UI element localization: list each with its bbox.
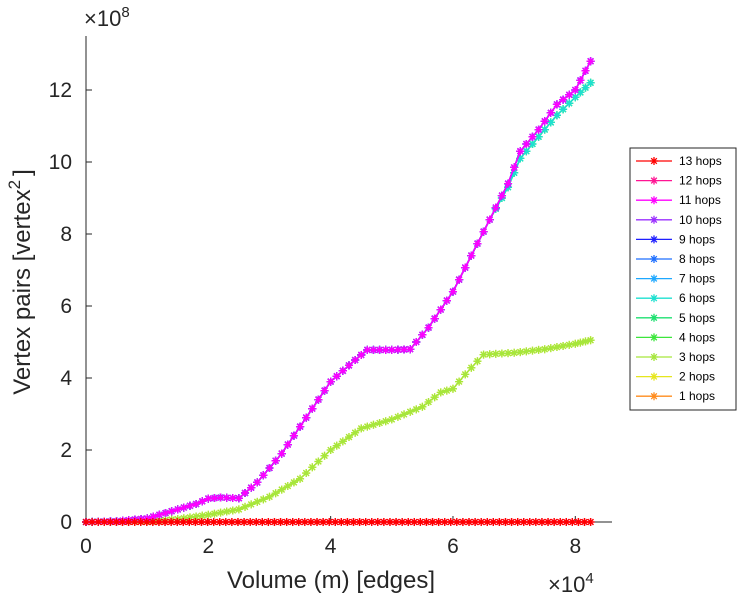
y-tick-label: 10	[49, 151, 72, 174]
legend-marker	[650, 333, 658, 342]
legend-label: 12 hops	[679, 174, 722, 188]
legend-entry: 7 hops	[636, 272, 715, 286]
legend-label: 1 hops	[679, 389, 715, 403]
legend-label: 9 hops	[679, 232, 715, 246]
legend-entry: 13 hops	[636, 154, 722, 168]
x-tick-label: 2	[202, 535, 214, 558]
y-tick-label: 6	[60, 295, 72, 318]
series-13-hops	[82, 518, 595, 526]
legend-label: 6 hops	[679, 291, 715, 305]
legend-entry: 6 hops	[636, 291, 715, 305]
series-markers	[82, 518, 595, 526]
legend-label: 10 hops	[679, 213, 722, 227]
legend-marker	[650, 274, 658, 283]
y-tick-label: 2	[60, 439, 72, 462]
x-axis-multiplier: ×104	[548, 570, 594, 597]
y-tick-label: 12	[49, 79, 72, 102]
legend-label: 8 hops	[679, 252, 715, 266]
legend-entry: 9 hops	[636, 232, 715, 246]
y-tick-label: 4	[60, 367, 72, 390]
y-tick-label: 0	[60, 511, 72, 534]
legend-label: 7 hops	[679, 272, 715, 286]
legend-entry: 10 hops	[636, 213, 722, 227]
y-axis-label: Vertex pairs [vertex2]	[5, 169, 36, 395]
axis-ticks: 0 2 4 6 8 0 2 4 6 8 10 12	[49, 79, 582, 558]
x-tick-label: 0	[80, 535, 92, 558]
legend-marker	[650, 196, 658, 205]
legend-entry: 3 hops	[636, 350, 715, 364]
legend-entry: 12 hops	[636, 174, 722, 188]
legend-marker	[650, 353, 658, 361]
x-tick-label: 4	[325, 535, 337, 558]
legend-marker	[650, 157, 658, 165]
y-tick-label: 8	[60, 223, 72, 246]
x-tick-label: 8	[569, 535, 581, 558]
legend-marker	[650, 392, 658, 401]
legend-marker	[650, 176, 658, 185]
legend-label: 2 hops	[679, 370, 715, 384]
legend-label: 11 hops	[679, 193, 721, 207]
legend-entry: 2 hops	[636, 370, 715, 384]
legend-label: 3 hops	[679, 350, 715, 364]
legend-entry: 1 hops	[636, 389, 715, 403]
x-tick-label: 6	[447, 535, 459, 558]
legend-entry: 5 hops	[636, 311, 715, 325]
y-axis-multiplier: ×108	[84, 4, 130, 31]
legend-label: 4 hops	[679, 330, 715, 344]
legend-entry: 11 hops	[636, 193, 721, 207]
plot-series	[82, 57, 595, 526]
legend-marker	[650, 255, 658, 263]
legend-label: 5 hops	[679, 311, 715, 325]
legend-marker	[650, 372, 658, 381]
legend-marker	[650, 235, 658, 244]
legend-entry: 8 hops	[636, 252, 715, 266]
legend-marker	[650, 313, 658, 322]
legend-marker	[650, 215, 658, 224]
legend-marker	[650, 294, 658, 303]
legend-label: 13 hops	[679, 154, 722, 168]
legend-entry: 4 hops	[636, 330, 715, 344]
legend: 13 hops 12 hops 11 hops 10 hops 9 hops 8 hops…	[629, 147, 737, 411]
x-axis-label: Volume (m) [edges]	[227, 567, 435, 594]
